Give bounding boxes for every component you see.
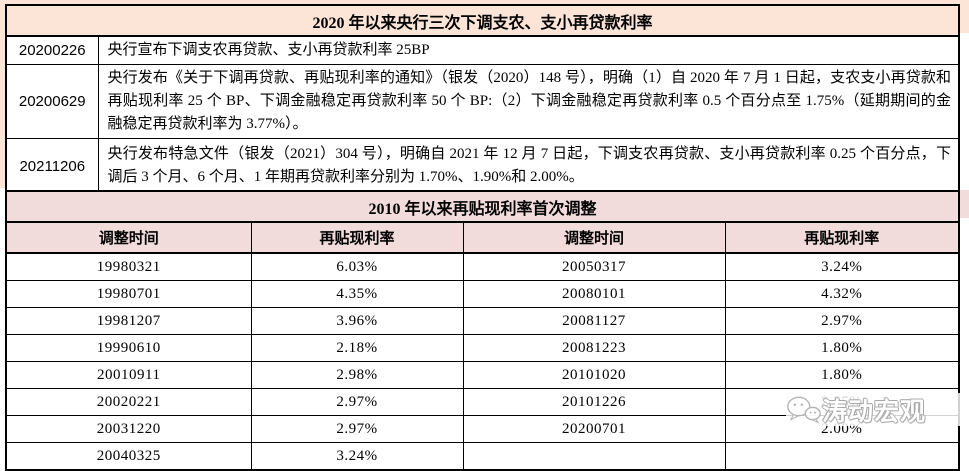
- column-header: 调整时间: [5, 221, 252, 254]
- rediscount-rate-cell: [724, 442, 960, 471]
- adjust-date-cell: 20010911: [5, 361, 252, 389]
- rediscount-rate-cell: 3.96%: [250, 307, 464, 335]
- relending-rate-cuts-table: 2020 年以来央行三次下调支农、支小再贷款利率 20200226 央行宣布下调支…: [4, 4, 961, 196]
- event-description-cell: 央行发布《关于下调再贷款、再贴现利率的通知》（银发（2020）148 号），明确…: [97, 64, 960, 139]
- adjust-date-cell: 20101020: [462, 361, 726, 389]
- rediscount-rate-cell: 4.32%: [724, 280, 960, 308]
- watermark-text: 涛动宏观: [822, 398, 927, 426]
- adjust-date-cell: 20081127: [462, 307, 726, 335]
- rediscount-rate-cell: 1.80%: [724, 334, 960, 362]
- rediscount-rate-cell: 2.98%: [250, 361, 464, 389]
- adjust-date-cell: 20101226: [462, 388, 726, 416]
- adjust-date-cell: 19981207: [5, 307, 252, 335]
- adjust-date-cell: [462, 442, 726, 471]
- rediscount-rate-cell: 2.97%: [724, 307, 960, 335]
- adjust-date-cell: 20200701: [462, 415, 726, 443]
- bleed-strip-left: [0, 4, 5, 188]
- adjust-date-cell: 19990610: [5, 334, 252, 362]
- bleed-strip-top: [0, 0, 969, 4]
- event-date-cell: 20200629: [5, 64, 99, 139]
- adjust-date-cell: 19980701: [5, 280, 252, 308]
- wechat-icon: [787, 396, 821, 423]
- table2-title-row: 2010 年以来再贴现利率首次调整: [4, 190, 961, 223]
- table2-row: 19980321 6.03% 20050317 3.24%: [5, 252, 960, 281]
- table2-row: 19981207 3.96% 20081127 2.97%: [5, 307, 960, 335]
- rediscount-rate-cell: 3.24%: [250, 442, 464, 471]
- table1-title-row: 2020 年以来央行三次下调支农、支小再贷款利率: [4, 4, 961, 37]
- adjust-date-cell: 20050317: [462, 252, 726, 281]
- rediscount-rate-cell: 2.97%: [250, 388, 464, 416]
- rediscount-rate-cell: 3.24%: [724, 252, 960, 281]
- bleed-strip-right-table2: [958, 190, 969, 218]
- rediscount-rate-cell: 2.18%: [250, 334, 464, 362]
- event-description-cell: 央行发布特急文件（银发（2021）304 号），明确自 2021 年 12 月 …: [97, 138, 960, 195]
- table1-title: 2020 年以来央行三次下调支农、支小再贷款利率: [4, 4, 961, 37]
- event-date-cell: 20211206: [5, 138, 99, 195]
- adjust-date-cell: 20031220: [5, 415, 252, 443]
- rediscount-rate-cell: 1.80%: [724, 361, 960, 389]
- table2-header-row: 调整时间 再贴现利率 调整时间 再贴现利率: [5, 221, 960, 254]
- adjust-date-cell: 19980321: [5, 252, 252, 281]
- watermark: 涛动宏观: [786, 393, 969, 426]
- adjust-date-cell: 20020221: [5, 388, 252, 416]
- adjust-date-cell: 20080101: [462, 280, 726, 308]
- column-header: 再贴现利率: [250, 221, 464, 254]
- event-date-cell: 20200226: [5, 35, 99, 65]
- table2-row: 20040325 3.24%: [5, 442, 960, 471]
- table1-row: 20211206 央行发布特急文件（银发（2021）304 号），明确自 2021…: [5, 138, 960, 195]
- table2-row: 19980701 4.35% 20080101 4.32%: [5, 280, 960, 308]
- adjust-date-cell: 20081223: [462, 334, 726, 362]
- table2-row: 20010911 2.98% 20101020 1.80%: [5, 361, 960, 389]
- table2-title: 2010 年以来再贴现利率首次调整: [4, 190, 961, 223]
- table1-row: 20200629 央行发布《关于下调再贷款、再贴现利率的通知》（银发（2020）1…: [5, 64, 960, 139]
- rediscount-rate-table: 2010 年以来再贴现利率首次调整 调整时间 再贴现利率 调整时间 再贴现利率 199…: [4, 190, 961, 471]
- rediscount-rate-cell: 2.97%: [250, 415, 464, 443]
- adjust-date-cell: 20040325: [5, 442, 252, 471]
- bleed-strip-right-table1: [958, 4, 969, 33]
- table2-row: 19990610 2.18% 20081223 1.80%: [5, 334, 960, 362]
- table1-row: 20200226 央行宣布下调支农再贷款、支小再贷款利率 25BP: [5, 35, 960, 65]
- column-header: 调整时间: [462, 221, 726, 254]
- column-header: 再贴现利率: [724, 221, 960, 254]
- rediscount-rate-cell: 4.35%: [250, 280, 464, 308]
- rediscount-rate-cell: 6.03%: [250, 252, 464, 281]
- event-description-cell: 央行宣布下调支农再贷款、支小再贷款利率 25BP: [97, 35, 960, 65]
